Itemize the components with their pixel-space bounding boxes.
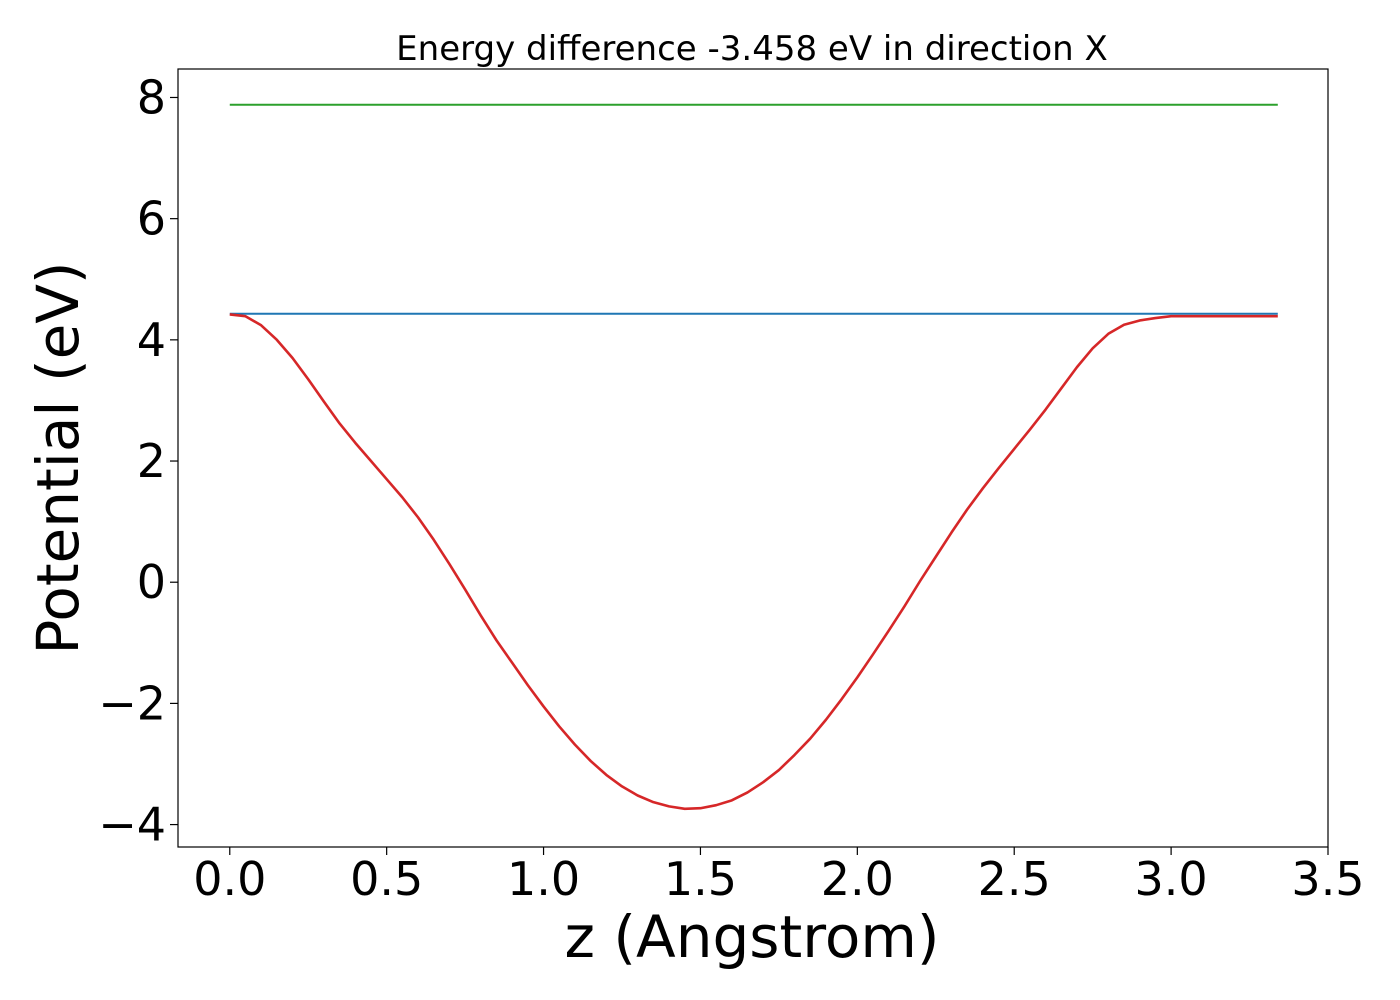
x-tick-label: 1.0 bbox=[507, 852, 580, 906]
y-tick-label: 2 bbox=[137, 434, 166, 488]
x-tick-label: 0.5 bbox=[350, 852, 423, 906]
y-tick-label: 0 bbox=[137, 555, 166, 609]
x-tick-label: 2.0 bbox=[821, 852, 894, 906]
y-tick-label: 4 bbox=[137, 313, 166, 367]
y-tick-label: −2 bbox=[98, 676, 166, 730]
axes-frame bbox=[177, 68, 1329, 848]
x-tick-label: 3.5 bbox=[1291, 852, 1364, 906]
x-axis-ticks: 0.0 0.5 1.0 1.5 2.0 2.5 3.0 3.5 bbox=[193, 847, 1365, 906]
y-tick-label: 8 bbox=[137, 70, 166, 124]
y-tick-label: 6 bbox=[137, 192, 166, 246]
plot-area bbox=[229, 103, 1278, 811]
y-axis-label: Potential (eV) bbox=[24, 261, 92, 654]
x-tick-label: 1.5 bbox=[664, 852, 737, 906]
x-tick-label: 0.0 bbox=[193, 852, 266, 906]
chart-title: Energy difference -3.458 eV in direction… bbox=[396, 29, 1108, 69]
x-tick-label: 2.5 bbox=[978, 852, 1051, 906]
x-axis-label: z (Angstrom) bbox=[565, 903, 940, 971]
series-line-2 bbox=[229, 313, 1278, 811]
y-axis-ticks: −4 −2 0 2 4 6 8 bbox=[98, 70, 178, 852]
y-tick-label: −4 bbox=[98, 798, 166, 852]
x-tick-label: 3.0 bbox=[1135, 852, 1208, 906]
